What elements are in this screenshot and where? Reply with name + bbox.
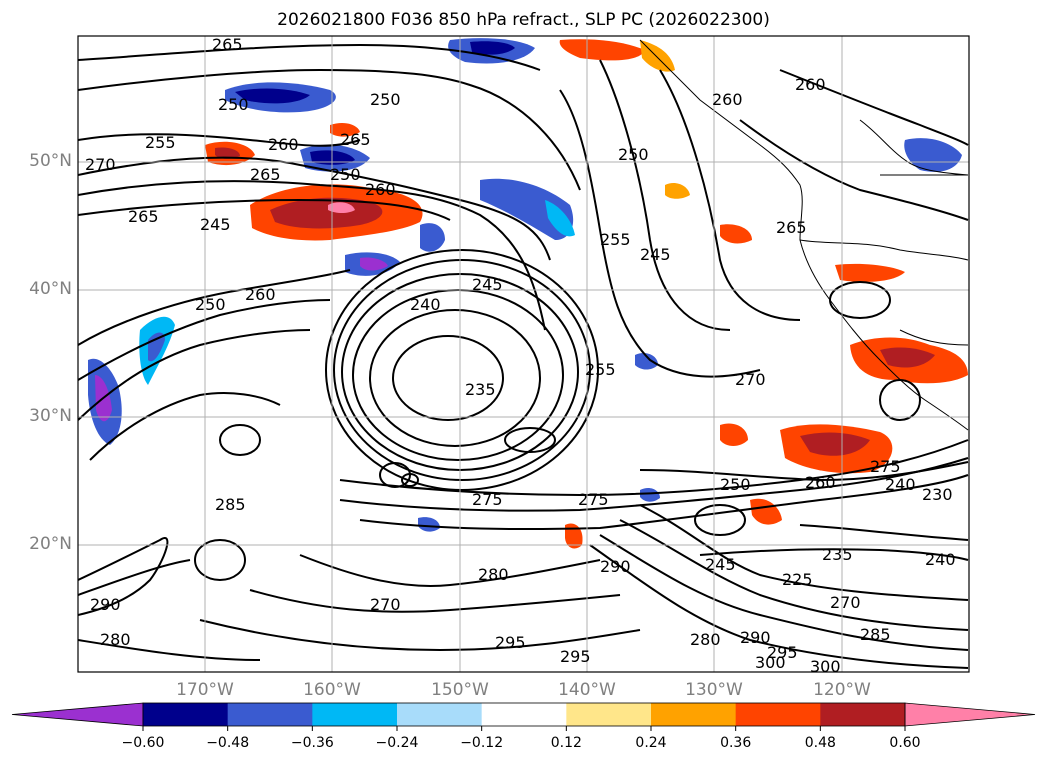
- lon-label-170w: 170°W: [176, 680, 234, 700]
- contour-label: 240: [925, 550, 956, 569]
- contour-label: 260: [245, 285, 276, 304]
- colorbar-segment: [566, 703, 652, 726]
- colorbar-tick-label: 0.48: [804, 735, 836, 751]
- contour-label: 245: [705, 555, 736, 574]
- contour-label: 260: [712, 90, 743, 109]
- contour-label: 235: [822, 545, 853, 564]
- contour-label: 270: [830, 593, 861, 612]
- contour-label: 265: [128, 207, 159, 226]
- lon-label-150w: 150°W: [431, 680, 489, 700]
- contour-label: 230: [922, 485, 953, 504]
- colorbar-extend-high: [904, 702, 1036, 727]
- contour-label: 250: [195, 295, 226, 314]
- colorbar-segment: [312, 703, 398, 726]
- map-gridlines: [78, 36, 969, 672]
- colorbar-segment: [735, 703, 821, 726]
- map-frame: [77, 35, 970, 673]
- pressure-contours: [78, 43, 969, 669]
- colorbar-segment: [481, 703, 567, 726]
- colorbar-segment: [397, 703, 483, 726]
- colorbar-segment: [227, 703, 313, 726]
- contour-label: 250: [618, 145, 649, 164]
- colorbar-tick-label: −0.36: [290, 735, 334, 751]
- lon-label-140w: 140°W: [558, 680, 616, 700]
- contour-label: 270: [85, 155, 116, 174]
- refractivity-fill-areas: [88, 38, 968, 549]
- contour-label: 245: [200, 215, 231, 234]
- contour-label: 240: [410, 295, 441, 314]
- contour-label: 270: [735, 370, 766, 389]
- colorbar-tick-label: 0.60: [889, 735, 921, 751]
- contour-label: 295: [560, 647, 591, 666]
- colorbar-tick-label: −0.60: [121, 735, 165, 751]
- contour-label: 250: [218, 95, 249, 114]
- colorbar-tick-label: 0.12: [550, 735, 582, 751]
- contour-label: 255: [585, 360, 616, 379]
- contour-label: 280: [100, 630, 131, 649]
- contour-label: 285: [860, 625, 891, 644]
- contour-label: 260: [805, 473, 836, 492]
- contour-label: 290: [740, 628, 771, 647]
- colorbar-frame: [142, 702, 906, 727]
- contour-label: 295: [767, 643, 798, 662]
- contour-label: 225: [782, 570, 813, 589]
- contour-label: 265: [250, 165, 281, 184]
- contour-label: 265: [212, 35, 243, 54]
- colorbar-segment: [820, 703, 906, 726]
- contour-label: 290: [600, 557, 631, 576]
- contour-label: 240: [885, 475, 916, 494]
- contour-label: 300: [755, 653, 786, 672]
- colorbar-tick-label: −0.48: [206, 735, 250, 751]
- colorbar-segment: [143, 703, 229, 726]
- contour-label: 260: [268, 135, 299, 154]
- lat-label-50n: 50°N: [29, 151, 72, 171]
- contour-label: 285: [215, 495, 246, 514]
- colorbar-tick-label: −0.12: [460, 735, 504, 751]
- contour-label: 295: [495, 633, 526, 652]
- contour-label: 235: [465, 380, 496, 399]
- lat-label-40n: 40°N: [29, 279, 72, 299]
- contour-label: 275: [870, 457, 901, 476]
- contour-label: 275: [472, 490, 503, 509]
- colorbar-tick-label: −0.24: [375, 735, 419, 751]
- colorbar-segment: [651, 703, 737, 726]
- coastline: [639, 39, 969, 431]
- contour-label: 265: [776, 218, 807, 237]
- contour-label: 250: [720, 475, 751, 494]
- colorbar-tick-label: 0.36: [720, 735, 752, 751]
- contour-label: 265: [340, 130, 371, 149]
- contour-label: 300: [810, 657, 841, 676]
- contour-label: 250: [370, 90, 401, 109]
- contour-label: 245: [472, 275, 503, 294]
- contour-label: 280: [478, 565, 509, 584]
- contour-label: 245: [640, 245, 671, 264]
- lat-label-20n: 20°N: [29, 534, 72, 554]
- contour-labels: 265 250 255 270 265 260 250 260 245 265 …: [85, 35, 956, 676]
- contour-label: 260: [795, 75, 826, 94]
- lon-label-130w: 130°W: [685, 680, 743, 700]
- contour-label: 255: [145, 133, 176, 152]
- contour-label: 255: [600, 230, 631, 249]
- lon-label-160w: 160°W: [303, 680, 361, 700]
- lat-label-30n: 30°N: [29, 406, 72, 426]
- contour-label: 250: [330, 165, 361, 184]
- contour-label: 290: [90, 595, 121, 614]
- lon-label-120w: 120°W: [813, 680, 871, 700]
- contour-label: 275: [578, 490, 609, 509]
- contour-label: 280: [690, 630, 721, 649]
- colorbar-tick-label: 0.24: [635, 735, 667, 751]
- contour-label: 270: [370, 595, 401, 614]
- contour-label: 260: [365, 180, 396, 199]
- map-title: 2026021800 F036 850 hPa refract., SLP PC…: [277, 10, 770, 30]
- colorbar-segments: [11, 702, 1036, 731]
- colorbar-extend-low: [11, 702, 144, 727]
